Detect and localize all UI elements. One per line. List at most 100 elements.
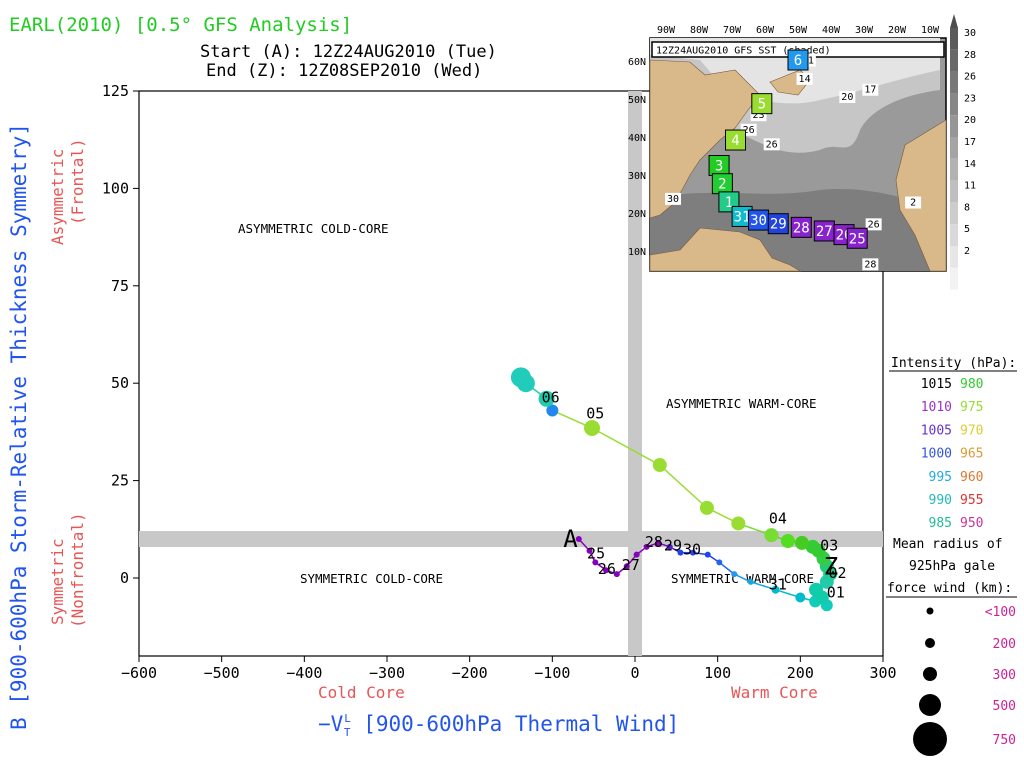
intensity-legend-left: 1010: [921, 400, 952, 415]
track-date-label: 28: [645, 533, 663, 551]
track-point: [805, 539, 820, 554]
inset-latitude-labels: 60N 50N 40N 30N 20N 10N: [628, 57, 646, 258]
sst-label-bg: [763, 138, 780, 151]
inset-track-box-label: 1: [725, 195, 733, 211]
sst-contour-label: 28: [864, 259, 876, 270]
intensity-legend-left: 990: [929, 493, 952, 508]
radius-legend-circle: [925, 638, 935, 648]
inset-map-title: 12Z24AUG2010 GFS SST (shaded): [656, 46, 831, 57]
colorbar-segment: [950, 115, 958, 137]
intensity-legend-right: 975: [960, 400, 983, 415]
radius-legend-label: 500: [993, 699, 1016, 714]
inset-longitude-labels: 90W 80W 70W 60W 50W 40W 30W 20W 10W: [657, 25, 940, 36]
inset-lon-label: 20W: [888, 25, 907, 36]
intensity-legend-title: Intensity (hPa):: [891, 356, 1016, 371]
colorbar-segment: [950, 137, 958, 159]
track-point: [780, 533, 795, 548]
inset-lon-label: 90W: [657, 25, 676, 36]
x-axis-title: −VL T [900-600hPa Thermal Wind]: [318, 712, 679, 739]
inset-track-box: [725, 129, 747, 151]
colorbar-segment: [950, 28, 958, 50]
sst-label-bg: [865, 218, 882, 231]
track-segment: [659, 464, 708, 509]
x-tick-label: 100: [704, 664, 731, 682]
radius-legend-circle: [923, 667, 937, 681]
inset-track-box-label: 4: [731, 133, 739, 149]
y-axis-ticks: 0 25 50 75 100 125: [102, 82, 139, 587]
sst-contour-label: 23: [753, 110, 765, 121]
track-date-label: 05: [586, 404, 604, 422]
radius-legend-title-1: Mean radius of: [893, 537, 1003, 552]
y-side-label-frontal: (Frontal): [68, 138, 87, 225]
intensity-legend: Intensity (hPa): 1015 980 1010 975 1005 970 10…: [889, 356, 1017, 531]
storm-track: AZ: [510, 367, 838, 612]
inset-track-box-label: 5: [758, 97, 766, 113]
sst-contour-label: 20: [841, 92, 853, 103]
track-date-label: 29: [664, 537, 682, 555]
inset-track-box-label: 3: [715, 159, 723, 175]
x-tick-label: −200: [452, 664, 488, 682]
colorbar-label: 14: [964, 159, 976, 170]
track-point: [771, 585, 780, 594]
track-date-label: 26: [598, 560, 616, 578]
inset-track-box-label: 29: [770, 217, 787, 233]
inset-lon-label: 70W: [723, 25, 742, 36]
track-point: [794, 535, 809, 550]
track-date-label: 06: [542, 389, 560, 407]
inset-lon-label: 80W: [690, 25, 709, 36]
africa-europe-land: [895, 119, 947, 272]
track-point: [689, 549, 696, 556]
threshold-lines: [139, 91, 883, 656]
x-tick-label: 300: [869, 664, 896, 682]
inset-lat-label: 10N: [628, 247, 646, 258]
sst-label-bg: [905, 196, 922, 209]
y-tick-label: 75: [111, 277, 129, 295]
sst-contour-label: 26: [766, 139, 778, 150]
sst-label-bg: [665, 192, 682, 205]
track-point: [677, 549, 684, 556]
sst-label-bg: [839, 91, 856, 104]
track-date-label: 03: [820, 537, 838, 555]
x-tick-label: −100: [534, 664, 570, 682]
x-side-label-cold: Cold Core: [318, 683, 405, 702]
inset-lon-label: 50W: [789, 25, 808, 36]
intensity-legend-right: 970: [960, 423, 983, 438]
sst-contour-label: 26: [868, 219, 880, 230]
intensity-legend-left: 1000: [921, 447, 952, 462]
inset-track-box: [846, 227, 868, 249]
inset-track-boxes: 6 5 43 2 131 30 29 28 27 26 25: [708, 49, 868, 249]
track-date-label: 31: [769, 576, 787, 594]
inset-lat-label: 40N: [628, 133, 646, 144]
colorbar-segment: [950, 71, 958, 94]
inset-track-box-label: 30: [750, 213, 767, 229]
track-segment: [591, 427, 661, 466]
inset-track-box: [767, 213, 789, 235]
track-point: [575, 536, 582, 543]
track-point: [809, 582, 824, 597]
inset-lat-label: 50N: [628, 95, 646, 106]
inset-track-box-label: 31: [734, 209, 751, 225]
inset-lon-label: 40W: [822, 25, 841, 36]
intensity-legend-right: 955: [960, 493, 983, 508]
radius-legend-circle: [926, 607, 934, 615]
sst-contour-label: 30: [667, 194, 679, 205]
track-point: [716, 559, 723, 566]
colorbar-segment: [950, 93, 958, 116]
inset-lon-label: 10W: [921, 25, 940, 36]
intensity-legend-right: 980: [960, 377, 983, 392]
radius-legend: Mean radius of 925hPa gale force wind (k…: [886, 537, 1017, 756]
track-point: [731, 571, 738, 578]
track-point: [764, 528, 779, 543]
track-point: [538, 390, 555, 407]
sst-label-bg: [862, 83, 879, 96]
colorbar-segment: [950, 49, 958, 72]
track-point: [613, 571, 620, 578]
x-tick-label: 200: [787, 664, 814, 682]
y-tick-label: 125: [102, 82, 129, 100]
colorbar-label: 8: [964, 202, 970, 213]
inset-lat-label: 30N: [628, 171, 646, 182]
track-date-label: 02: [828, 564, 846, 582]
colorbar-segment: [950, 224, 958, 246]
chart-title: EARL(2010) [0.5° GFS Analysis]: [9, 14, 352, 36]
track-point: [546, 404, 559, 417]
